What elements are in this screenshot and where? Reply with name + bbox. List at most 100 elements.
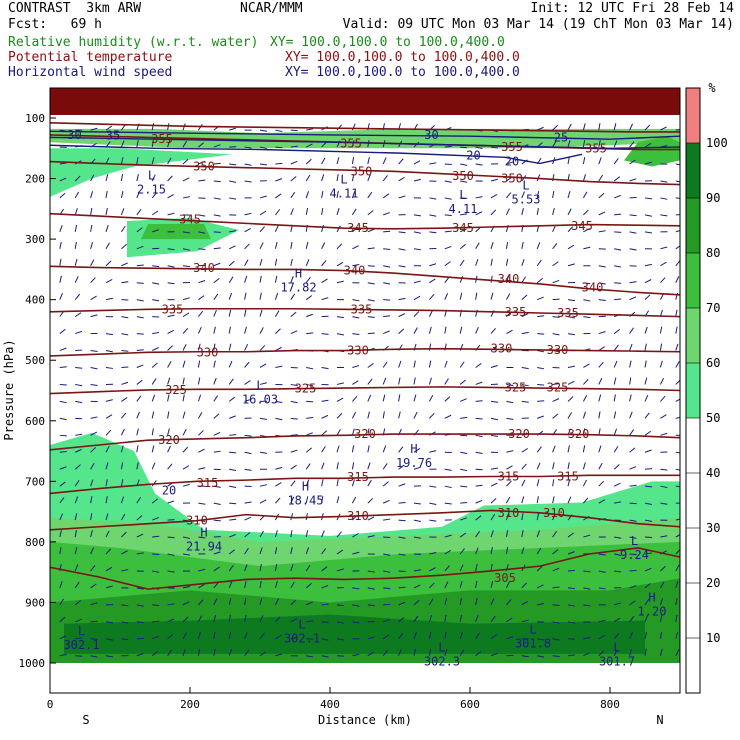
theta-label: 345 [571, 219, 593, 233]
wind-vector [182, 265, 191, 268]
wind-vector [460, 485, 468, 488]
north-label: N [656, 713, 663, 727]
wind-vector [244, 180, 252, 183]
colorbar-level: 40 [706, 466, 720, 480]
extremum-marker: L [438, 641, 445, 655]
wind-vector [506, 450, 514, 453]
wind-vector [351, 157, 355, 165]
wind-vector [537, 638, 545, 641]
wind-vector [629, 327, 634, 334]
wind-vector [490, 275, 493, 283]
wind-vector [74, 513, 78, 521]
extremum-value: 21.94 [186, 540, 222, 554]
wind-vector [336, 568, 344, 572]
wind-vector [151, 462, 156, 470]
colorbar-segment [686, 253, 700, 308]
wind-vector [675, 128, 680, 131]
wind-vector [644, 377, 648, 385]
wind-vector [306, 332, 314, 335]
wind-vector [629, 178, 637, 182]
theta-label: 330 [491, 342, 513, 356]
theta-label: 355 [151, 132, 173, 146]
wind-vector [521, 448, 528, 453]
wind-vector [321, 638, 329, 641]
wind-vector [120, 462, 124, 470]
wind-vector [675, 276, 680, 283]
wind-vector [505, 496, 511, 504]
wind-vector [536, 277, 543, 284]
wind-vector [136, 140, 139, 148]
wind-vector [582, 462, 586, 470]
wind-vector [244, 516, 252, 521]
wind-vector [428, 310, 433, 317]
wind-vector [274, 241, 278, 249]
wind-vector [552, 207, 555, 216]
wind-vector [490, 530, 494, 538]
wind-vector [182, 553, 190, 556]
wind-vector [367, 174, 371, 182]
wind-vector [305, 191, 309, 199]
wind-vector [490, 547, 493, 555]
wind-vector [475, 381, 483, 385]
wind-vector [490, 634, 497, 640]
wind-vector [305, 564, 311, 572]
wind-vector [182, 177, 190, 182]
wind-vector [182, 377, 185, 385]
colorbar-segment [686, 198, 700, 253]
wind-vector [629, 394, 632, 402]
wind-vector [352, 533, 359, 538]
wind-vector [321, 496, 324, 504]
wind-vector [629, 615, 635, 623]
wind-vector [228, 360, 233, 368]
wind-vector [59, 347, 67, 351]
wind-vector [614, 298, 622, 301]
wind-vector [259, 451, 267, 454]
extremum-value: 5.53 [512, 193, 541, 207]
wind-vector [336, 225, 341, 233]
wind-vector [413, 327, 418, 334]
wind-vector [413, 632, 417, 639]
wind-vector [582, 411, 586, 419]
wind-vector [151, 192, 158, 199]
below-surface [50, 663, 680, 693]
wind-vector [506, 383, 514, 386]
wind-vector [152, 517, 159, 521]
wind-vector [444, 180, 452, 183]
wind-vector [567, 621, 575, 624]
wind-vector [167, 282, 175, 285]
theta-label: 310 [347, 509, 369, 523]
wind-vector [74, 312, 82, 318]
wind-vector [444, 485, 452, 489]
wind-vector [352, 395, 358, 402]
wind-vector [521, 313, 529, 318]
wind-vector [167, 633, 174, 640]
x-axis-label: Distance (km) [318, 713, 412, 727]
wind-vector [567, 365, 575, 368]
wind-vector [413, 178, 421, 182]
wind-vector [244, 275, 248, 283]
wind-vector [182, 344, 187, 351]
wind-vector [629, 123, 634, 131]
wind-vector [614, 265, 622, 268]
wind-vector [598, 553, 606, 556]
wind-vector [521, 276, 526, 283]
wind-vector [229, 518, 237, 521]
wind-vector [429, 162, 437, 165]
wind-vector [367, 445, 370, 453]
wind-vector [567, 380, 575, 385]
wind-vector [428, 326, 432, 334]
wind-vector [59, 417, 67, 421]
wind-vector [90, 620, 98, 623]
wind-vector [290, 258, 293, 266]
wind-vector [198, 248, 206, 251]
wind-vector [90, 241, 94, 249]
wind-vector [105, 174, 109, 182]
wind-vector [383, 518, 391, 521]
wind-vector [475, 564, 478, 572]
wind-vector [383, 230, 391, 233]
wind-vector [75, 433, 83, 436]
wind-vector [413, 648, 416, 656]
wind-vector [305, 582, 312, 589]
wind-vector [305, 207, 309, 215]
wind-vector [321, 207, 324, 215]
